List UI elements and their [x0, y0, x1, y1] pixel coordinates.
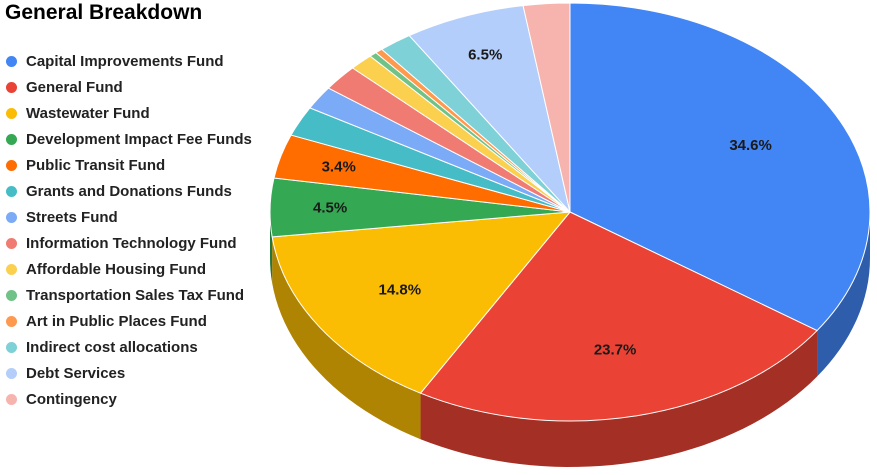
pie-slice: [408, 5, 571, 213]
slice-value-label: 4.5%: [313, 199, 347, 216]
legend-item: Streets Fund: [6, 204, 252, 230]
legend: Capital Improvements Fund General Fund Was…: [6, 48, 252, 412]
legend-item: Art in Public Places Fund: [6, 308, 252, 334]
legend-item: General Fund: [6, 74, 252, 100]
legend-item: Wastewater Fund: [6, 100, 252, 126]
legend-label: Grants and Donations Funds: [26, 182, 232, 200]
pie-slice: [522, 2, 571, 213]
legend-label: Debt Services: [26, 364, 126, 382]
legend-swatch: [6, 367, 17, 379]
legend-swatch: [6, 289, 17, 301]
slice-value-label: 23.7%: [594, 342, 637, 359]
legend-swatch: [6, 263, 17, 275]
slice-value-label: 34.6%: [729, 137, 772, 154]
pie-top: [269, 2, 871, 422]
pie-labels: 34.6% 23.7% 14.8% 4.5% 3.4% 6.5%: [313, 47, 772, 359]
legend-item: Development Impact Fee Funds: [6, 126, 252, 152]
legend-label: Indirect cost allocations: [26, 338, 198, 356]
legend-item: Contingency: [6, 386, 252, 412]
pie-slice-side: [420, 330, 818, 467]
pie-sides: [270, 212, 870, 467]
legend-swatch: [6, 341, 17, 353]
legend-swatch: [6, 133, 17, 145]
legend-swatch: [6, 107, 17, 119]
legend-item: Grants and Donations Funds: [6, 178, 252, 204]
legend-label: Art in Public Places Fund: [26, 312, 207, 330]
legend-label: Capital Improvements Fund: [26, 52, 224, 70]
legend-swatch: [6, 211, 17, 223]
slice-value-label: 3.4%: [322, 158, 356, 175]
pie-slice: [420, 211, 818, 422]
legend-label: Development Impact Fee Funds: [26, 130, 252, 148]
legend-item: Transportation Sales Tax Fund: [6, 282, 252, 308]
chart-title: General Breakdown: [5, 1, 203, 24]
pie-slice-side: [270, 212, 273, 283]
legend-label: Streets Fund: [26, 208, 118, 226]
legend-label: Information Technology Fund: [26, 234, 237, 252]
legend-swatch: [6, 185, 17, 197]
legend-label: General Fund: [26, 78, 123, 96]
pie-slice-side: [272, 236, 421, 440]
legend-swatch: [6, 393, 17, 405]
pie-slice: [569, 2, 871, 332]
legend-swatch: [6, 81, 17, 93]
legend-swatch: [6, 315, 17, 327]
legend-item: Debt Services: [6, 360, 252, 386]
legend-item: Capital Improvements Fund: [6, 48, 252, 74]
legend-item: Indirect cost allocations: [6, 334, 252, 360]
legend-label: Affordable Housing Fund: [26, 260, 206, 278]
legend-swatch: [6, 159, 17, 171]
legend-swatch: [6, 55, 17, 67]
pie-slice: [271, 211, 571, 394]
legend-item: Public Transit Fund: [6, 152, 252, 178]
legend-label: Transportation Sales Tax Fund: [26, 286, 245, 304]
legend-label: Wastewater Fund: [26, 104, 150, 122]
legend-label: Contingency: [26, 390, 117, 408]
slice-value-label: 14.8%: [379, 281, 422, 298]
legend-label: Public Transit Fund: [26, 156, 166, 174]
pie-slice-side: [817, 212, 870, 377]
legend-item: Affordable Housing Fund: [6, 256, 252, 282]
slice-value-label: 6.5%: [468, 47, 502, 64]
legend-item: Information Technology Fund: [6, 230, 252, 256]
legend-swatch: [6, 237, 17, 249]
